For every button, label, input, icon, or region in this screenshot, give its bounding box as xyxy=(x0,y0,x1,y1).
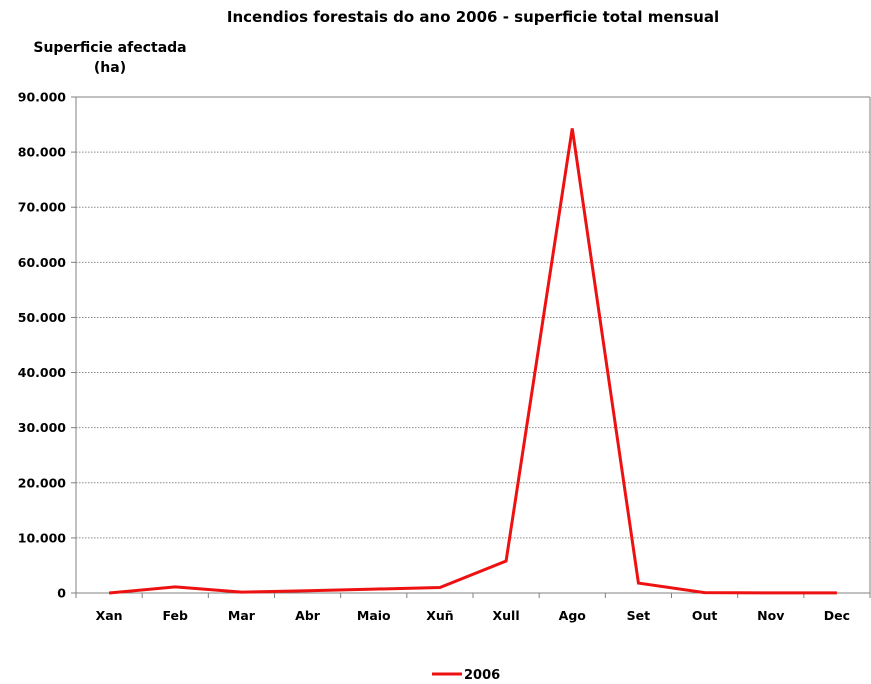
y-tick-label: 50.000 xyxy=(18,310,67,325)
x-tick-label: Mar xyxy=(228,608,256,623)
x-tick-label: Xuñ xyxy=(426,608,453,623)
y-tick-labels: 0 10.000 20.000 30.000 40.000 50.000 60.000 70.… xyxy=(18,90,67,601)
y-tick-label: 20.000 xyxy=(18,475,67,490)
gridlines xyxy=(76,96,870,539)
x-tick-label: Out xyxy=(692,608,718,623)
series-line-2006 xyxy=(108,128,837,595)
x-tick-label: Maio xyxy=(357,608,391,623)
y-tick-label: 0 xyxy=(57,586,66,601)
x-tick-label: Xan xyxy=(96,608,123,623)
y-tick-label: 10.000 xyxy=(18,530,67,545)
x-tick-labels: Xan Feb Mar Abr Maio Xuñ Xull Ago Set Out Nov Dec xyxy=(96,608,850,623)
chart-title: Incendios forestais do ano 2006 - superf… xyxy=(227,8,719,26)
x-tick-label: Feb xyxy=(163,608,189,623)
y-tick-label: 30.000 xyxy=(18,420,67,435)
y-tick-label: 90.000 xyxy=(18,90,67,105)
x-tick-label: Nov xyxy=(757,608,784,623)
y-tick-label: 40.000 xyxy=(18,365,67,380)
series-layer xyxy=(108,128,837,595)
legend-label: 2006 xyxy=(464,668,500,683)
y-axis-label-line-1: Superficie afectada xyxy=(33,40,186,56)
x-tick-label: Abr xyxy=(295,608,321,623)
x-tick-label: Dec xyxy=(824,608,850,623)
x-tick-label: Set xyxy=(627,608,650,623)
y-tick-label: 70.000 xyxy=(18,200,67,215)
y-tick-label: 80.000 xyxy=(18,145,67,160)
x-tick-label: Xull xyxy=(493,608,520,623)
x-tick-label: Ago xyxy=(559,608,587,623)
y-axis-label-line-2: (ha) xyxy=(94,60,126,76)
axes xyxy=(71,96,871,598)
y-tick-label: 60.000 xyxy=(18,255,67,270)
legend: 2006 xyxy=(432,668,500,683)
